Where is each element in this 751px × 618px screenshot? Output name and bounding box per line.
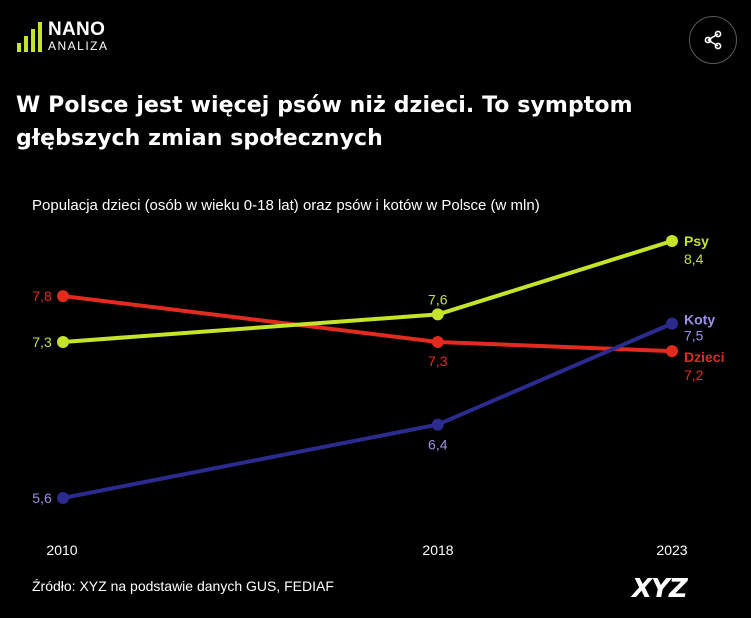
- x-tick-label: 2010: [46, 542, 77, 558]
- data-label-psy: 7,3: [32, 334, 52, 350]
- logo-text: NANO ANALIZA: [48, 20, 109, 52]
- data-point-koty: [431, 418, 444, 431]
- data-point-koty: [57, 492, 69, 504]
- data-label-koty: 5,6: [32, 490, 52, 506]
- data-point-dzieci: [666, 345, 678, 358]
- headline: W Polsce jest więcej psów niż dzieci. To…: [16, 93, 633, 151]
- data-point-dzieci: [431, 335, 444, 348]
- share-icon: [704, 30, 722, 50]
- source-note: Źródło: XYZ na podstawie danych GUS, FED…: [32, 578, 334, 594]
- logo: NANO ANALIZA: [17, 20, 109, 52]
- chart-title: Populacja dzieci (osób w wieku 0-18 lat)…: [32, 197, 540, 214]
- data-label-dzieci: 7,8: [32, 288, 52, 304]
- data-point-dzieci: [57, 290, 69, 303]
- series-line-dzieci: [61, 294, 674, 354]
- logo-bar: [31, 29, 35, 52]
- logo-bars-icon: [17, 22, 42, 52]
- data-label-koty: 7,5: [684, 328, 704, 344]
- series-name-psy: Psy: [684, 233, 709, 249]
- series-line-psy: [61, 239, 674, 344]
- data-label-psy: 7,6: [428, 291, 448, 307]
- data-point-psy: [666, 235, 678, 247]
- x-tick-label: 2023: [656, 542, 687, 558]
- logo-line1: NANO: [48, 19, 106, 40]
- series-line-koty: [61, 321, 674, 500]
- logo-bar: [38, 22, 42, 52]
- data-label-psy: 8,4: [684, 251, 704, 267]
- data-label-koty: 6,4: [428, 437, 448, 453]
- data-point-koty: [666, 317, 678, 330]
- data-point-psy: [57, 335, 69, 348]
- data-label-dzieci: 7,3: [428, 353, 448, 369]
- logo-line2: ANALIZA: [48, 39, 109, 53]
- x-tick-label: 2018: [422, 542, 453, 558]
- data-label-dzieci: 7,2: [684, 367, 704, 383]
- logo-bar: [17, 43, 21, 52]
- series-name-koty: Koty: [684, 312, 715, 328]
- logo-bar: [24, 36, 28, 52]
- share-button[interactable]: [689, 16, 737, 64]
- data-point-psy: [431, 308, 444, 321]
- series-name-dzieci: Dzieci: [684, 349, 724, 365]
- brand-logo: XYZ: [632, 574, 688, 604]
